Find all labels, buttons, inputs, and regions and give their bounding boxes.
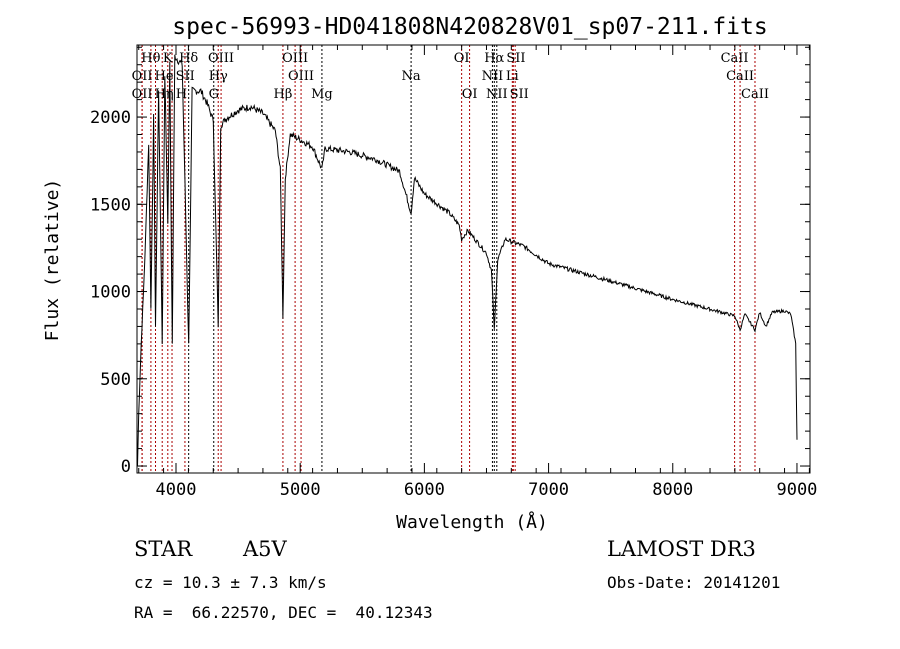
line-marker-label: OII — [132, 87, 153, 102]
line-marker-label: Hγ — [209, 69, 228, 84]
line-marker-label: OIII — [288, 69, 314, 84]
line-marker-label: Hθ — [141, 51, 160, 66]
line-marker-label: Na — [402, 69, 421, 84]
y-tick-label: 500 — [100, 370, 131, 390]
line-marker-label: Mg — [311, 87, 333, 102]
x-tick-label: 7000 — [528, 480, 569, 500]
redshift-cz: cz = 10.3 ± 7.3 km/s — [134, 573, 327, 592]
line-marker-label: SII — [510, 87, 529, 102]
line-marker-label: NII — [482, 69, 504, 84]
line-marker-label: OI — [462, 87, 478, 102]
line-marker-label: OIII — [282, 51, 308, 66]
x-axis-label: Wavelength (Å) — [396, 511, 548, 533]
line-marker-label: G — [209, 87, 219, 102]
y-tick-label: 1000 — [90, 283, 131, 303]
survey-name: LAMOST DR3 — [607, 537, 756, 561]
line-marker-label: NII — [486, 87, 508, 102]
line-marker-label: H — [176, 87, 187, 102]
x-tick-label: 4000 — [156, 480, 197, 500]
line-marker-label: OII — [132, 69, 153, 84]
line-marker-label: OIII — [208, 51, 234, 66]
line-marker-label: Hη — [155, 87, 174, 102]
x-tick-label: 5000 — [280, 480, 321, 500]
line-marker-label: SII — [176, 69, 195, 84]
x-tick-label: 8000 — [652, 480, 693, 500]
line-marker-label: SII — [506, 51, 525, 66]
object-subclass: A5V — [243, 537, 287, 561]
line-marker-label: Hδ — [179, 51, 198, 66]
x-tick-label: 6000 — [404, 480, 445, 500]
y-axis-label: Flux (relative) — [42, 179, 63, 342]
line-marker-label: CaII — [721, 51, 749, 66]
line-marker-label: Hα — [484, 51, 504, 66]
line-marker-label: He — [155, 69, 174, 84]
line-marker-label: Hβ — [274, 87, 293, 102]
line-marker-label: OI — [454, 51, 470, 66]
y-tick-label: 0 — [121, 457, 131, 477]
line-marker-label: Li — [506, 69, 519, 84]
object-class: STAR — [134, 537, 193, 561]
line-marker-label: CaII — [741, 87, 769, 102]
chart-title: spec-56993-HD041808N420828V01_sp07-211.f… — [172, 14, 767, 40]
line-marker-label: CaII — [726, 69, 754, 84]
plot-frame — [136, 44, 811, 474]
spectrum-line — [137, 54, 798, 467]
line-marker-label: K — [163, 51, 173, 66]
obs-date: Obs-Date: 20141201 — [607, 573, 781, 592]
y-tick-label: 2000 — [90, 108, 131, 128]
ra-dec: RA = 66.22570, DEC = 40.12343 — [134, 603, 433, 622]
x-tick-label: 9000 — [776, 480, 817, 500]
y-tick-label: 1500 — [90, 195, 131, 215]
